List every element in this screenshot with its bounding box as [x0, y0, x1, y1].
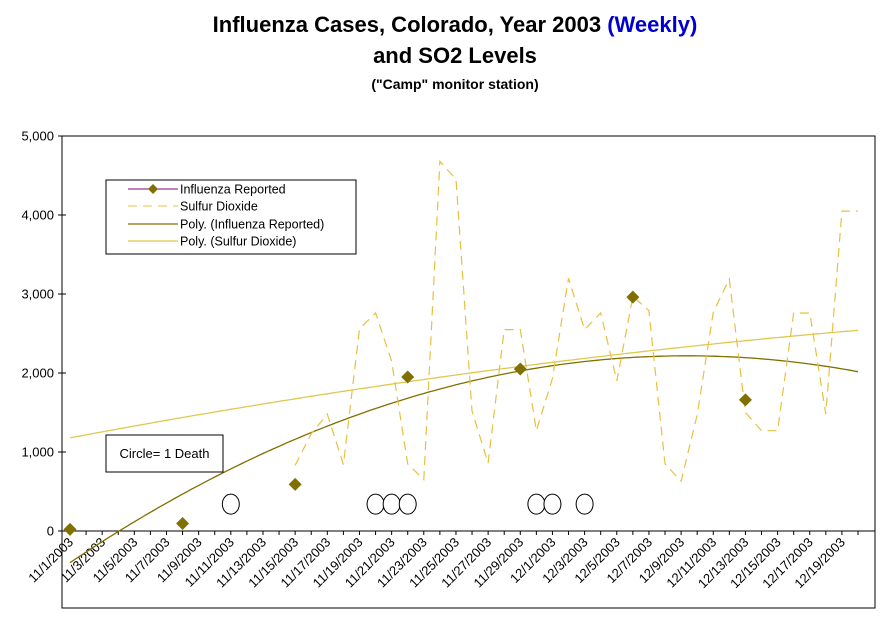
- poly-influenza-trendline: [69, 355, 859, 564]
- influenza-point: [626, 290, 640, 304]
- death-circle: [543, 493, 562, 515]
- sulfur-dioxide-series: [294, 159, 858, 483]
- legend-poly-sulfur-dioxide-label: Poly. (Sulfur Dioxide): [180, 235, 296, 249]
- legend-poly-influenza-label: Poly. (Influenza Reported): [180, 218, 324, 232]
- death-circle: [527, 493, 546, 515]
- influenza-series: [63, 290, 752, 536]
- y-tick-label: 2,000: [21, 366, 54, 381]
- legend-sulfur-dioxide-label: Sulfur Dioxide: [180, 200, 258, 214]
- legend-influenza-marker-swatch: [148, 184, 158, 194]
- influenza-point: [63, 522, 77, 536]
- death-markers: [221, 493, 594, 515]
- y-tick-label: 4,000: [21, 208, 54, 223]
- poly-sulfur-dioxide-trendline: [69, 329, 859, 439]
- y-tick-label: 1,000: [21, 445, 54, 460]
- y-tick-label: 5,000: [21, 129, 54, 144]
- death-circle: [366, 493, 385, 515]
- legend: Influenza Reported Sulfur Dioxide Poly. …: [105, 179, 357, 255]
- chart-subtitle: ("Camp" monitor station): [371, 76, 538, 92]
- influenza-point: [401, 370, 415, 384]
- death-note-label: Circle= 1 Death: [120, 446, 210, 461]
- trendlines: [69, 329, 859, 564]
- y-tick-label: 0: [47, 524, 54, 539]
- chart-title-main: Influenza Cases, Colorado, Year 2003: [213, 12, 601, 37]
- x-axis: 11/1/200311/3/200311/5/200311/7/200311/9…: [25, 530, 875, 591]
- y-tick-label: 3,000: [21, 287, 54, 302]
- legend-box: [105, 179, 357, 255]
- death-note-frame: [105, 434, 224, 473]
- death-circle: [398, 493, 417, 515]
- sulfur-dioxide-line: [294, 159, 858, 483]
- chart-title-weekly: (Weekly): [607, 12, 697, 37]
- chart-title-line2: and SO2 Levels: [373, 43, 537, 68]
- influenza-point: [738, 393, 752, 407]
- y-axis: 0 1,000 2,000 3,000 4,000 5,000: [21, 129, 66, 539]
- death-note-box: Circle= 1 Death: [105, 434, 224, 473]
- death-circle: [382, 493, 401, 515]
- legend-influenza-label: Influenza Reported: [180, 183, 286, 197]
- influenza-point: [176, 516, 190, 530]
- chart-title-line1: Influenza Cases, Colorado, Year 2003 (We…: [213, 12, 698, 37]
- influenza-point: [513, 362, 527, 376]
- death-circle: [575, 493, 594, 515]
- death-circle: [221, 493, 240, 515]
- influenza-point: [288, 477, 302, 491]
